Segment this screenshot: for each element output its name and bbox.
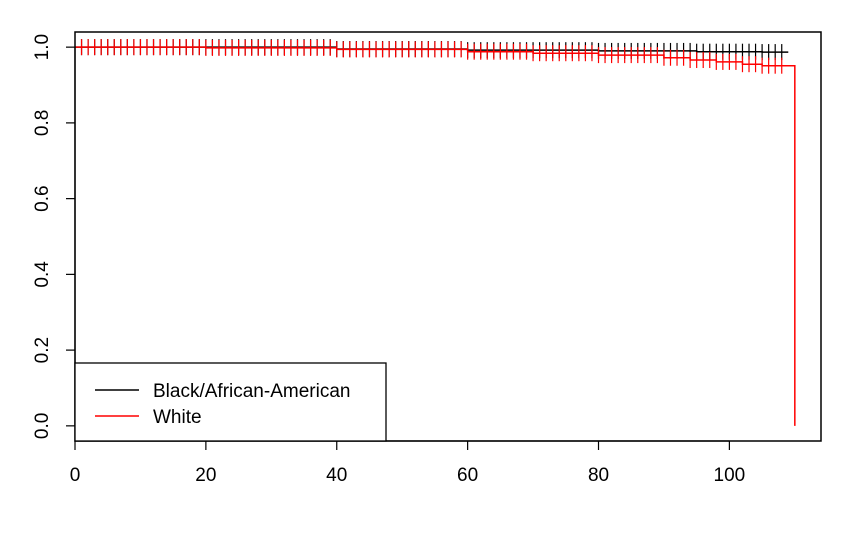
y-tick-label: 0.2 [32,337,53,363]
y-tick-label: 0.8 [32,110,53,136]
legend: Black/African-American White [74,362,387,442]
x-tick-label: 0 [70,465,81,486]
x-tick-label: 80 [588,465,609,486]
y-tick-label: 0.0 [32,413,53,439]
y-tick-label: 1.0 [32,34,53,60]
x-tick-label: 100 [714,465,746,486]
plot-layer [75,39,796,426]
legend-box [74,362,387,442]
x-tick-label: 40 [326,465,347,486]
x-tick-label: 20 [195,465,216,486]
x-tick-label: 60 [457,465,478,486]
y-tick-label: 0.6 [32,185,53,211]
legend-label-white: White [153,407,202,428]
plot-frame [74,31,822,442]
legend-label-black: Black/African-American [153,381,350,402]
y-tick-label: 0.4 [32,261,53,288]
